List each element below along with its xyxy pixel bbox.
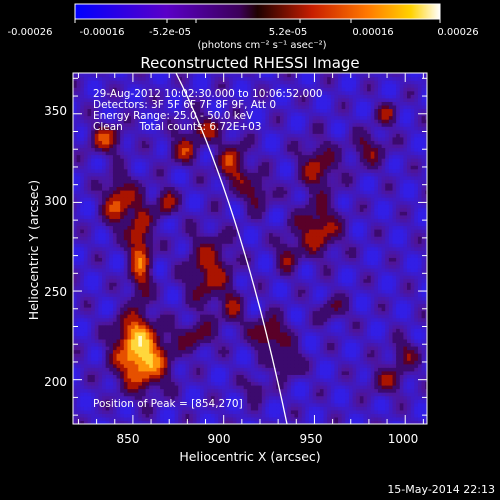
plot-frame (72, 72, 428, 425)
observation-annotations: 29-Aug-2012 10:02:30.000 to 10:06:52.000… (93, 88, 323, 410)
y-tick-label-350: 350 (44, 104, 67, 118)
y-tick-label-200: 200 (44, 375, 67, 389)
annotation-detectors: Detectors: 3F 5F 6F 7F 8F 9F, Att 0 (93, 99, 276, 111)
annotation-time-range: 29-Aug-2012 10:02:30.000 to 10:06:52.000 (93, 88, 323, 100)
footer-timestamp: 15-May-2014 22:13 (387, 483, 495, 496)
annotation-energy-range: Energy Range: 25.0 - 50.0 keV (93, 110, 254, 122)
colorbar-tick-label-1: -0.00026 (8, 27, 53, 38)
colorbar-tick-label-4: 5.2e-05 (269, 27, 307, 38)
plot-title: Reconstructed RHESSI Image (140, 54, 359, 72)
y-axis-label: Heliocentric Y (arcsec) (26, 180, 41, 320)
y-tick-label-250: 250 (44, 285, 67, 299)
x-axis-label: Heliocentric X (arcsec) (179, 449, 320, 464)
colorbar-gradient (74, 3, 441, 20)
x-tick-label-900: 900 (208, 432, 231, 446)
rhessi-image (73, 73, 427, 424)
x-tick-label-950: 950 (300, 432, 323, 446)
solar-limb-curve (175, 73, 288, 424)
colorbar-tick-label-5: 0.00016 (352, 27, 393, 38)
colorbar-tick-label-3: -5.2e-05 (149, 27, 191, 38)
colorbar-unit-label: (photons cm⁻² s⁻¹ asec⁻²) (197, 40, 326, 51)
axis-ticks (73, 73, 427, 424)
y-tick-label-300: 300 (44, 194, 67, 208)
colorbar-tick-label-2: -0.00016 (80, 27, 125, 38)
annotation-peak-position: Position of Peak = [854,270] (93, 398, 243, 410)
x-tick-label-1000: 1000 (388, 432, 419, 446)
colorbar: -0.00026 -0.00016 -5.2e-05 5.2e-05 0.000… (8, 3, 479, 51)
colorbar-ticks (74, 19, 441, 23)
annotation-method-counts: Clean Total counts: 6.72E+03 (93, 121, 262, 133)
colorbar-tick-label-6: 0.00026 (437, 27, 478, 38)
x-tick-label-850: 850 (117, 432, 140, 446)
